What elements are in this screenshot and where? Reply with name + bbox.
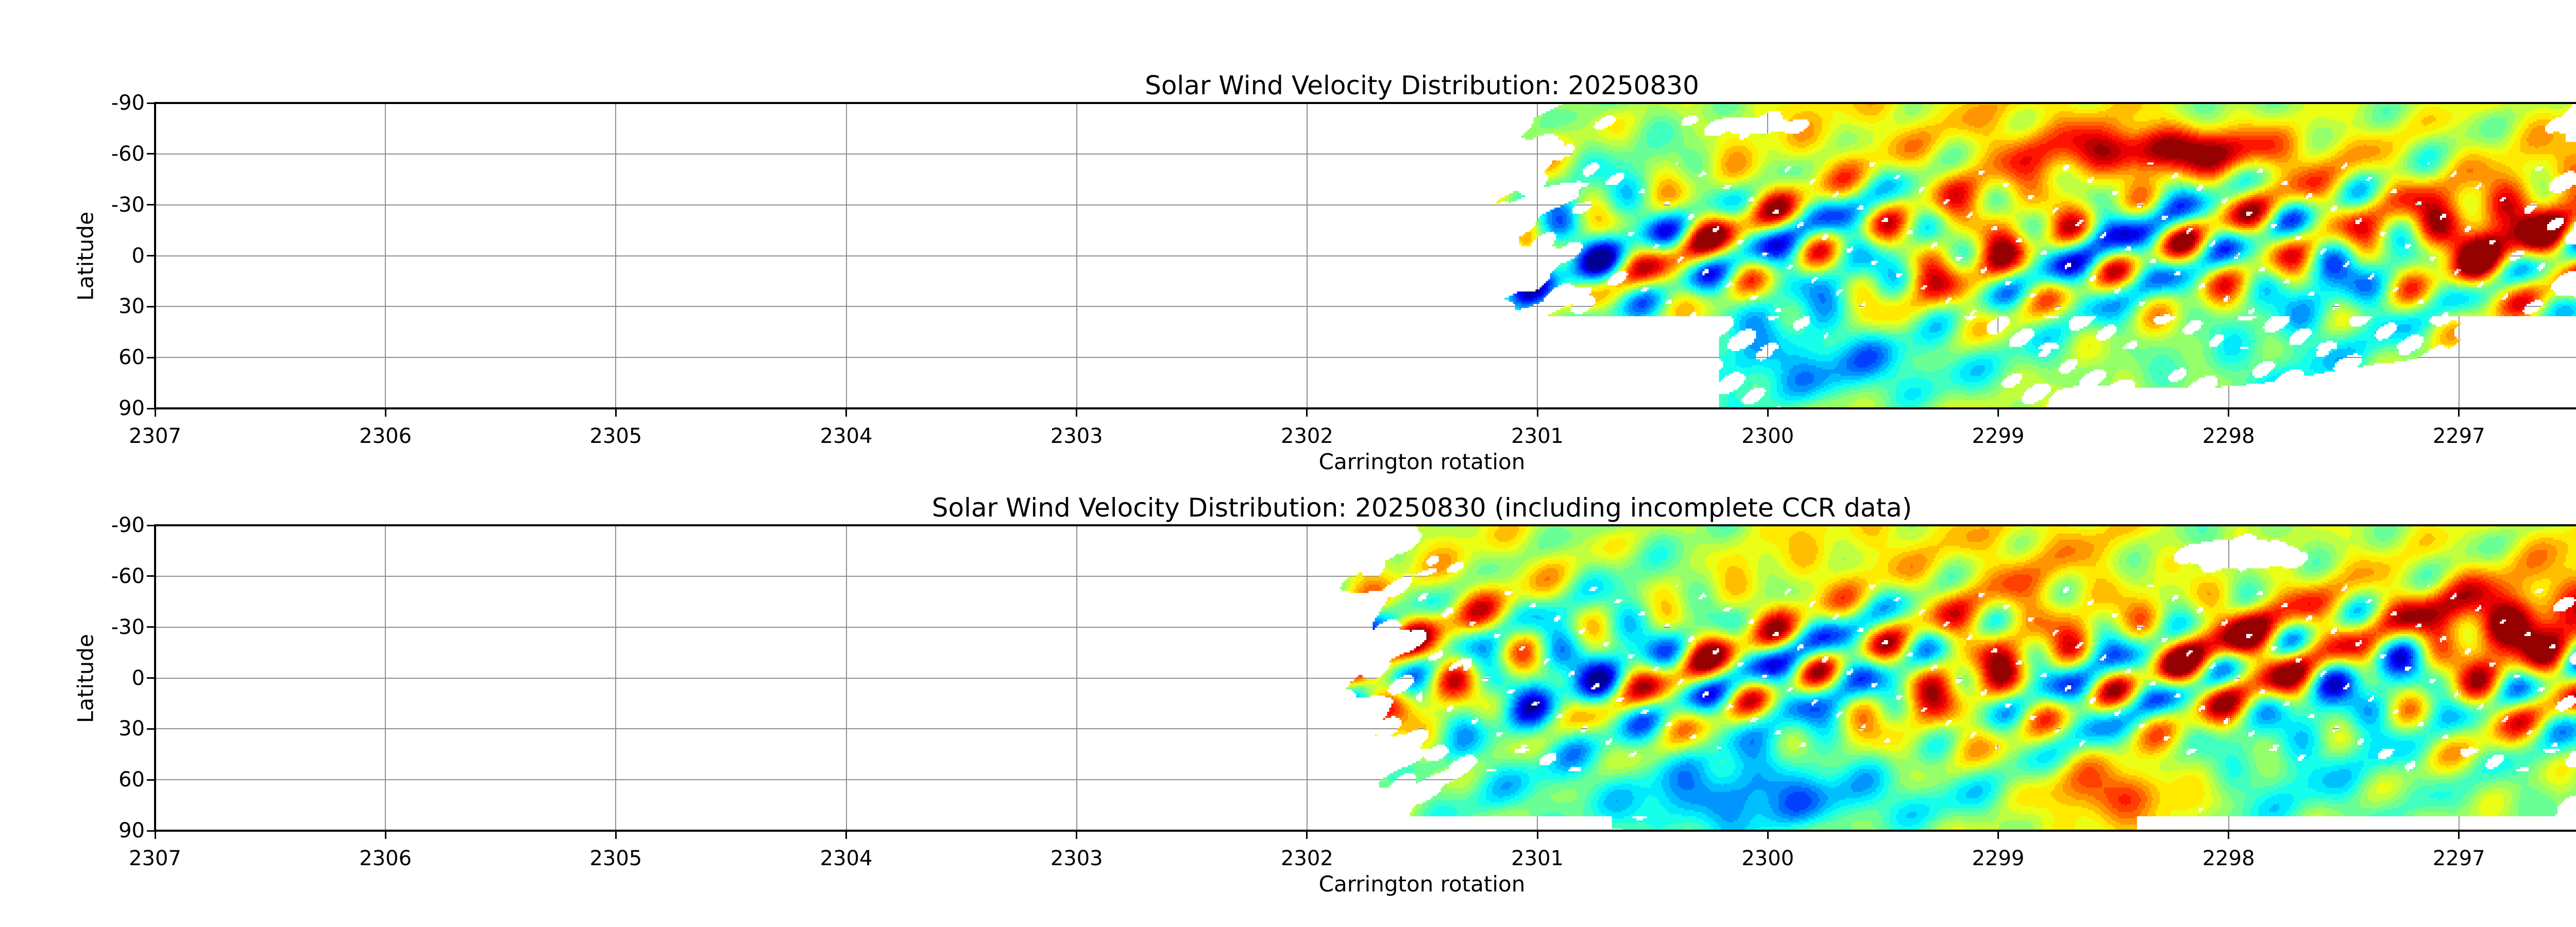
y-tick-mark [147,356,154,358]
y-tick-mark [147,255,154,256]
x-tick-label: 2302 [1281,847,1333,870]
velocity-map-canvas [155,103,2576,408]
x-tick-mark [2458,832,2460,839]
y-tick-mark [147,779,154,781]
x-tick-mark [1076,409,1078,417]
y-tick-label: 60 [118,768,145,792]
x-tick-label: 2299 [1972,424,2025,448]
x-tick-label: 2298 [2202,424,2255,448]
x-tick-mark [2228,409,2230,417]
y-tick-label: 90 [118,397,145,420]
x-tick-label: 2300 [1741,847,1794,870]
x-tick-mark [1767,832,1769,839]
x-tick-label: 2303 [1050,847,1103,870]
panel2-title: Solar Wind Velocity Distribution: 202508… [931,493,1912,523]
x-tick-mark [845,832,848,839]
y-tick-mark [147,305,154,307]
x-tick-mark [1306,409,1308,417]
x-tick-label: 2297 [2432,424,2485,448]
x-tick-mark [1076,832,1078,839]
x-tick-mark [615,832,617,839]
x-tick-mark [384,409,386,417]
panel2-x-axis-label: Carrington rotation [1318,871,1526,897]
x-tick-label: 2300 [1741,424,1794,448]
x-tick-label: 2298 [2202,847,2255,870]
y-tick-mark [147,728,154,730]
x-tick-label: 2299 [1972,847,2025,870]
y-tick-label: 30 [118,717,145,741]
y-tick-label: -30 [111,193,145,217]
y-tick-mark [147,153,154,155]
y-tick-label: -60 [111,564,145,588]
y-tick-label: -90 [111,91,145,115]
panel1-x-axis-label: Carrington rotation [1318,449,1526,474]
y-tick-label: 0 [131,666,145,690]
y-tick-mark [147,575,154,577]
x-tick-label: 2304 [820,424,873,448]
y-tick-label: 90 [118,819,145,843]
x-tick-label: 2301 [1511,424,1564,448]
x-tick-label: 2306 [359,847,412,870]
y-tick-mark [147,204,154,206]
x-tick-mark [615,409,617,417]
x-tick-mark [1306,832,1308,839]
x-tick-label: 2307 [129,424,181,448]
x-tick-label: 2305 [589,847,642,870]
x-tick-mark [1536,409,1538,417]
x-tick-mark [1997,409,1999,417]
y-tick-mark [147,677,154,679]
y-tick-label: 30 [118,295,145,319]
y-tick-label: -30 [111,615,145,639]
x-tick-mark [154,832,156,839]
x-tick-label: 2301 [1511,847,1564,870]
x-tick-label: 2307 [129,847,181,870]
x-tick-mark [845,409,848,417]
x-tick-mark [2228,832,2230,839]
x-tick-mark [1536,832,1538,839]
x-tick-label: 2302 [1281,424,1333,448]
x-tick-label: 2297 [2432,847,2485,870]
y-tick-label: -60 [111,142,145,166]
y-tick-label: 60 [118,346,145,370]
y-tick-mark [147,626,154,628]
y-tick-mark [147,102,154,104]
y-tick-label: -90 [111,513,145,537]
x-tick-mark [2458,409,2460,417]
x-tick-label: 2306 [359,424,412,448]
y-tick-label: 0 [131,244,145,268]
velocity-map-canvas [155,525,2576,831]
x-tick-mark [1997,832,1999,839]
x-tick-label: 2303 [1050,424,1103,448]
y-tick-mark [147,407,154,409]
x-tick-label: 2304 [820,847,873,870]
panel1-title: Solar Wind Velocity Distribution: 202508… [1145,71,1699,100]
x-tick-mark [1767,409,1769,417]
x-tick-mark [154,409,156,417]
y-tick-mark [147,830,154,832]
y-tick-mark [147,524,154,526]
x-tick-mark [384,832,386,839]
x-tick-label: 2305 [589,424,642,448]
